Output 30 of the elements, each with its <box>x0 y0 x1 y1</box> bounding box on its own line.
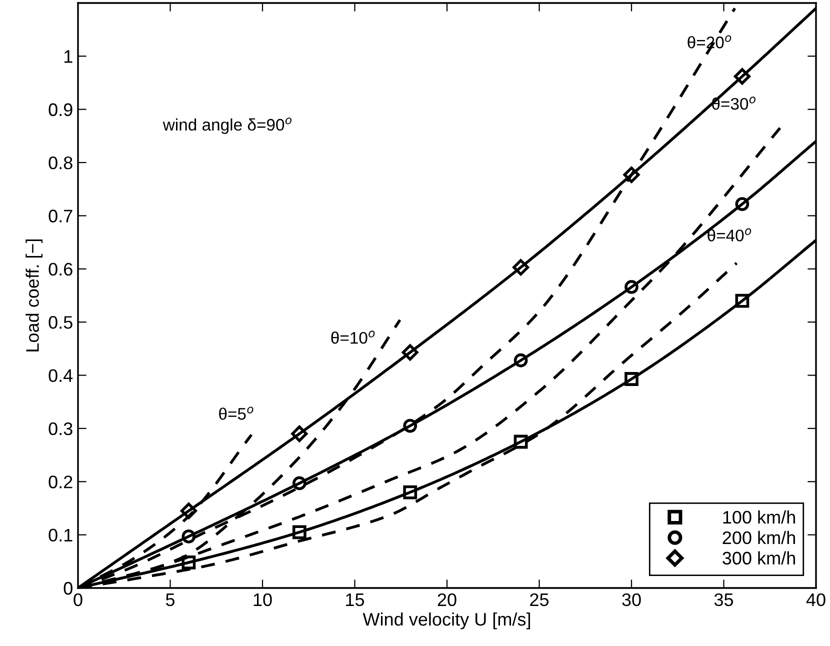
annotation: θ=40$^{o}$ <box>708 228 752 242</box>
x-tick-label: 25 <box>530 593 549 606</box>
annotation: θ=20$^{o}$ <box>688 35 732 48</box>
y-axis-title: Load coeff. [−] <box>26 239 42 352</box>
y-tick-label: 0.4 <box>48 369 73 382</box>
y-tick-label: 0 <box>64 582 72 595</box>
y-tick-label: 0.6 <box>48 262 72 276</box>
legend-label: 100 km/h <box>723 510 795 524</box>
x-tick-label: 5 <box>166 594 175 606</box>
y-tick-label: 0.1 <box>48 528 72 542</box>
y-tick-label: 0.5 <box>48 316 72 329</box>
x-tick-label: 15 <box>346 594 364 606</box>
x-tick-label: 10 <box>254 593 272 606</box>
annotation: θ=10$^{o}$ <box>331 330 375 344</box>
annotation: θ=5$^{o}$ <box>219 406 254 420</box>
x-tick-label: 0 <box>74 593 82 606</box>
y-tick-label: 0.3 <box>48 422 72 436</box>
x-tick-label: 30 <box>622 593 641 606</box>
y-tick-label: 0.8 <box>48 156 72 170</box>
legend-label: 200 km/h <box>722 530 795 544</box>
x-axis-title: Wind velocity U [m/s] <box>362 612 530 630</box>
y-tick-label: 0.2 <box>48 476 72 488</box>
x-tick-label: 35 <box>714 593 734 606</box>
x-tick-label: 20 <box>438 593 456 606</box>
y-tick-label: 1 <box>64 50 72 63</box>
y-tick-label: 0.9 <box>48 103 72 116</box>
annotation: wind angle δ=90$^{o}$ <box>162 118 292 134</box>
legend-label: 300 km/h <box>722 551 795 565</box>
y-tick-label: 0.7 <box>48 210 72 222</box>
x-tick-label: 40 <box>806 593 826 606</box>
